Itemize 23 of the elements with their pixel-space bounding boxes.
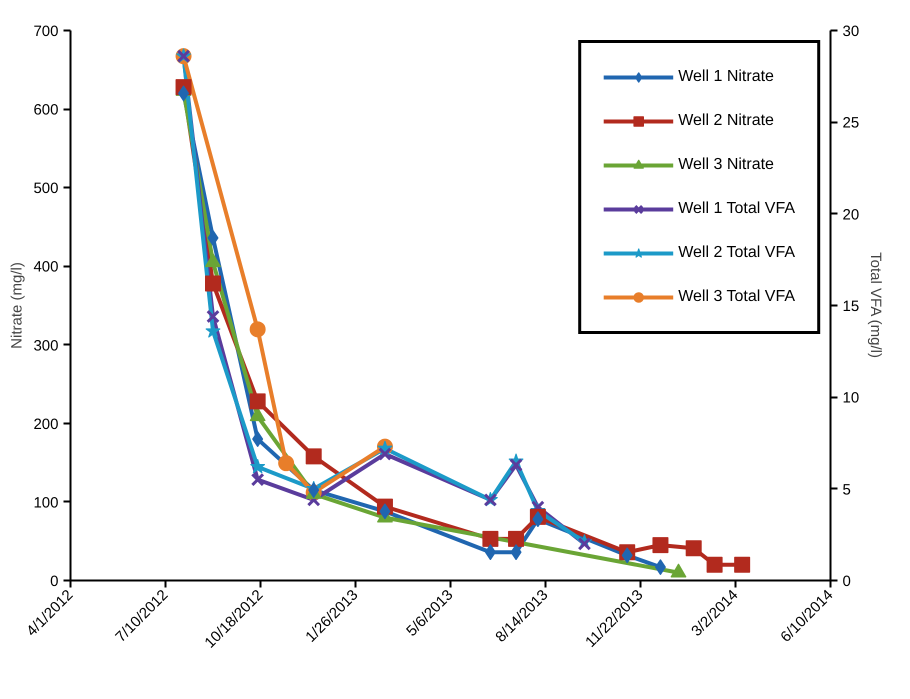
y-tick-label: 100: [33, 494, 59, 512]
y-tick-label: 500: [33, 180, 59, 198]
y2-tick-label: 20: [842, 206, 860, 224]
y-tick-label: 200: [33, 416, 59, 433]
y-tick-label: 0: [50, 573, 58, 590]
y2-tick-label: 10: [842, 390, 860, 407]
y2-tick-label: 30: [842, 23, 860, 40]
legend-label: Well 3 Nitrate: [678, 156, 774, 174]
legend-label: Well 2 Nitrate: [678, 112, 774, 130]
y2-tick-label: 15: [842, 298, 860, 315]
y2-tick-label: 5: [842, 481, 851, 498]
y-axis-title: Nitrate (mg/l): [8, 262, 26, 349]
y2-tick-label: 0: [842, 573, 851, 590]
y-tick-label: 400: [33, 258, 59, 276]
legend-label: Well 2 Total VFA: [678, 244, 795, 262]
legend-label: Well 1 Total VFA: [678, 200, 795, 218]
y2-axis-title: Total VFA (mg/l): [867, 252, 884, 358]
y-tick-label: 300: [33, 337, 59, 354]
legend-label: Well 3 Total VFA: [678, 288, 795, 306]
y-tick-label: 700: [33, 23, 59, 40]
y-tick-label: 600: [33, 102, 59, 119]
y2-tick-label: 25: [842, 114, 860, 132]
legend-label: Well 1 Nitrate: [678, 68, 774, 86]
